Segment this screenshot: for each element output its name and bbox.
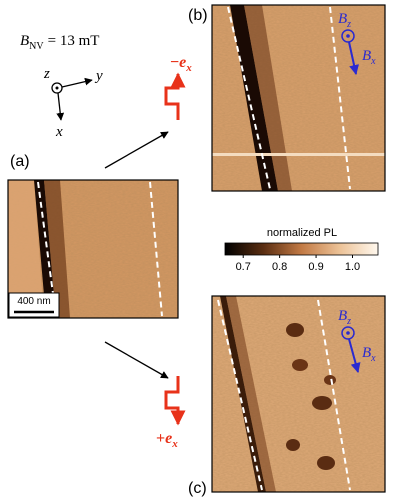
current-path xyxy=(164,72,186,120)
y-arrow xyxy=(61,77,93,88)
bx-arrow xyxy=(348,41,359,75)
bz-label: Bz xyxy=(338,11,351,30)
bx-label: Bx xyxy=(362,48,376,67)
bz-symbol xyxy=(341,29,355,43)
current-label: +ex xyxy=(156,430,178,450)
colorbar-ticks: 0.7 0.8 0.9 1.0 xyxy=(236,255,360,273)
y-label: y xyxy=(94,68,103,84)
colorbar-tick-label: 0.8 xyxy=(272,261,287,273)
colorbar-tick-label: 0.9 xyxy=(308,261,323,273)
field-label: BNV = 13 mT xyxy=(20,33,99,52)
axis-dot xyxy=(55,86,59,90)
bx-arrow xyxy=(348,338,361,373)
current-label: −ex xyxy=(170,54,192,74)
z-label: z xyxy=(43,66,50,82)
panel-label: (b) xyxy=(188,7,208,24)
bz-label: Bz xyxy=(338,308,351,327)
colorbar-tick-label: 0.7 xyxy=(236,261,251,273)
colorbar-tick-label: 1.0 xyxy=(345,261,360,273)
bz-dot xyxy=(346,331,350,335)
colorbar-label: normalized PL xyxy=(267,227,337,239)
image-b xyxy=(211,4,386,192)
bz-dot xyxy=(346,34,350,38)
axis-origin xyxy=(51,82,63,94)
current-path xyxy=(164,376,186,426)
x-arrow xyxy=(56,92,65,121)
bz-symbol xyxy=(341,326,355,340)
scale-bar-label: 400 nm xyxy=(17,296,50,307)
bx-label: Bx xyxy=(362,345,376,364)
arrow-to-c xyxy=(104,341,169,379)
arrow-to-b xyxy=(104,131,169,169)
panel-label: (a) xyxy=(10,153,30,170)
x-label: x xyxy=(55,124,63,140)
colorbar xyxy=(224,242,379,256)
image-a xyxy=(7,179,179,319)
panel-label: (c) xyxy=(188,480,207,497)
image-c xyxy=(211,295,386,493)
